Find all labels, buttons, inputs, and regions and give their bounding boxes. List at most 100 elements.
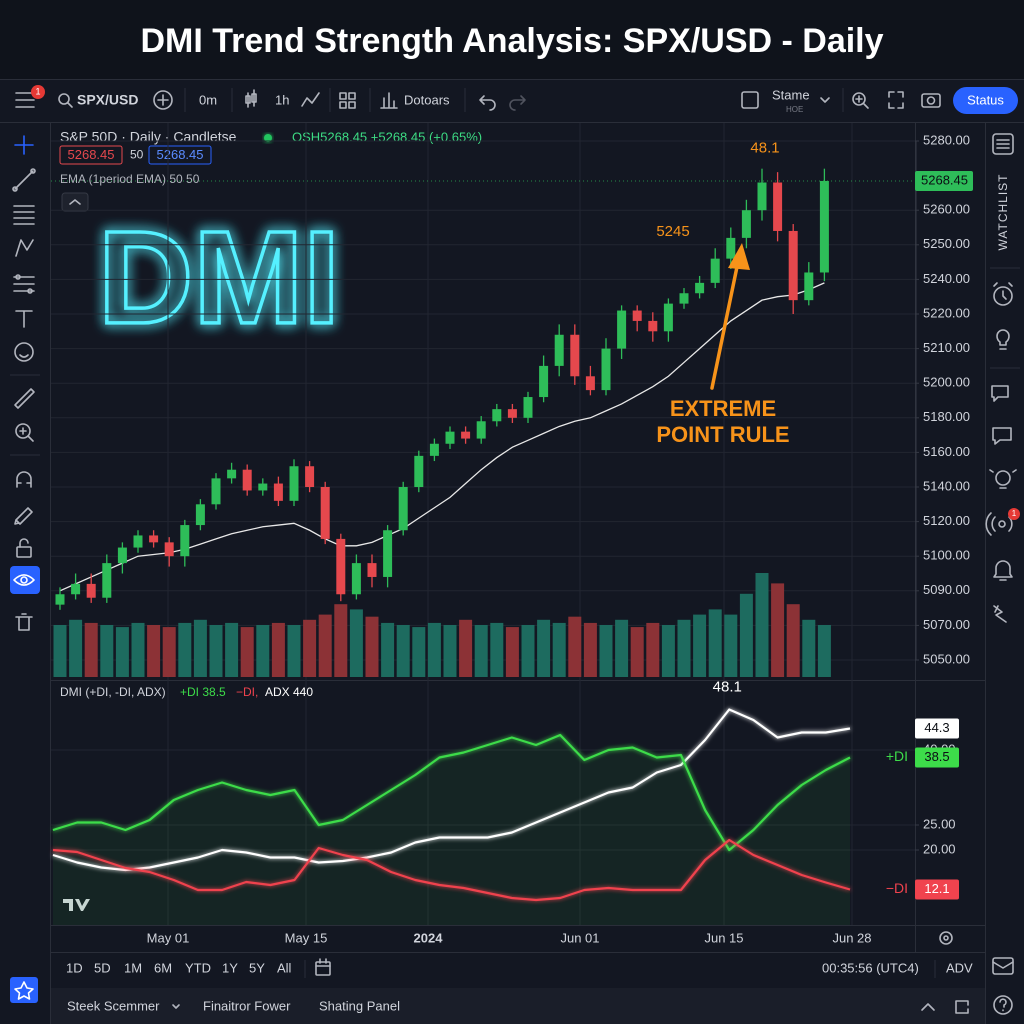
watchlist-icon-part[interactable] (992, 133, 1014, 155)
streams-icon[interactable] (985, 508, 1020, 536)
trendline-tool[interactable] (12, 168, 36, 192)
redo[interactable] (509, 95, 526, 111)
streams-icon-part[interactable] (998, 520, 1006, 528)
projection-tool-part[interactable] (27, 288, 33, 294)
add-symbol-part[interactable] (153, 90, 173, 110)
alerts-icon-part[interactable] (993, 282, 1013, 300)
publish-icon-part[interactable] (992, 961, 1014, 969)
layout-grid-part[interactable] (348, 92, 356, 100)
delete-tool-part[interactable] (15, 613, 33, 631)
symbol[interactable]: SPX/USD (77, 92, 138, 108)
panel-collapse-part[interactable] (921, 1003, 935, 1011)
watchlist-icon-part[interactable] (996, 139, 1010, 149)
favorites[interactable] (10, 977, 38, 1003)
add-symbol-part[interactable] (157, 94, 169, 106)
delete-tool[interactable] (15, 613, 33, 631)
watchlist-label[interactable]: WATCHLIST (996, 174, 1010, 251)
projection-tool-part[interactable] (15, 274, 21, 280)
chat-icon-part[interactable] (991, 385, 1009, 402)
date-range-icon[interactable] (315, 958, 331, 976)
visibility-tool-part[interactable] (10, 566, 40, 594)
projection-tool[interactable] (13, 274, 35, 294)
legend-collapse-part[interactable] (69, 199, 81, 205)
trendline-tool-part[interactable] (14, 170, 34, 190)
zoom-part[interactable] (852, 92, 866, 106)
zoom[interactable] (852, 92, 869, 109)
axis-settings-part[interactable] (943, 935, 949, 941)
crosshair-tool[interactable] (14, 135, 34, 155)
timeframe[interactable]: 1h (275, 92, 289, 107)
watchlist-icon[interactable] (992, 133, 1014, 155)
visibility-tool[interactable] (10, 566, 40, 594)
status-button[interactable] (953, 87, 1018, 114)
panel-tab[interactable]: Shating Panel (319, 998, 400, 1013)
screenshot-part[interactable] (921, 93, 941, 108)
period-button[interactable]: 5Y (249, 960, 265, 975)
alerts-icon-part[interactable] (993, 286, 1013, 306)
trendline-tool-part[interactable] (12, 186, 18, 192)
magnet-tool[interactable] (16, 471, 32, 488)
measure-tool-part[interactable] (14, 388, 35, 409)
calendar-icon[interactable] (993, 605, 1007, 623)
help-icon-part[interactable] (993, 995, 1013, 1015)
menu-button-part[interactable] (31, 85, 45, 99)
undo-part[interactable] (479, 95, 496, 111)
indicators-icon-part[interactable] (380, 92, 398, 109)
help-icon[interactable] (993, 995, 1013, 1015)
menu-button[interactable] (15, 85, 45, 108)
lock-tool-part[interactable] (16, 546, 32, 558)
period-button[interactable]: 6M (154, 960, 172, 975)
zoom-tool-part[interactable] (19, 427, 34, 442)
panel-collapse[interactable] (921, 1003, 935, 1011)
symbol-search-part[interactable] (67, 102, 73, 108)
symbol-search[interactable] (58, 93, 73, 108)
hints-icon-part[interactable] (995, 470, 1011, 486)
fullscreen-part[interactable] (888, 91, 904, 109)
pattern-tool[interactable] (15, 239, 34, 257)
visibility-tool-part[interactable] (13, 574, 35, 586)
publish-icon-part[interactable] (992, 957, 1014, 975)
layout-grid-part[interactable] (348, 101, 356, 109)
period-button[interactable]: 1D (66, 960, 83, 975)
status-label[interactable]: Status (967, 92, 1004, 107)
notifications-icon[interactable] (993, 560, 1013, 581)
messages-icon[interactable] (992, 427, 1012, 445)
panel-tab[interactable]: Finaitror Fower (203, 998, 291, 1013)
chart-type-part[interactable] (245, 95, 251, 104)
messages-icon-part[interactable] (992, 427, 1012, 445)
hints-icon-part[interactable] (989, 469, 1017, 489)
alerts-icon[interactable] (993, 282, 1013, 306)
period-button[interactable]: 1Y (222, 960, 238, 975)
streams-icon-part[interactable] (1008, 508, 1020, 520)
stay-drawing[interactable] (14, 507, 33, 525)
pattern-tool-part[interactable] (15, 239, 34, 257)
lock-tool-part[interactable] (19, 538, 29, 548)
ideas-icon-part[interactable] (996, 329, 1010, 350)
visibility-tool-part[interactable] (20, 576, 28, 584)
redo-part[interactable] (509, 95, 526, 111)
ideas-icon[interactable] (996, 329, 1010, 350)
favorites-part[interactable] (10, 977, 38, 1003)
menu-button-part[interactable] (15, 92, 35, 108)
layout-checkbox-part[interactable] (741, 91, 759, 109)
line-tool[interactable] (301, 92, 320, 107)
fib-tool[interactable] (13, 205, 35, 225)
lock-tool[interactable] (16, 538, 32, 558)
fullscreen[interactable] (888, 91, 904, 109)
adjust-button[interactable]: ADV (946, 960, 973, 975)
period-button[interactable]: YTD (185, 960, 211, 975)
panel-tab[interactable]: Steek Scemmer (67, 998, 160, 1013)
indicators-icon[interactable] (380, 92, 398, 109)
date-range-icon-part[interactable] (315, 958, 331, 967)
stay-drawing-part[interactable] (14, 507, 33, 525)
calendar-icon-part[interactable] (993, 605, 1007, 623)
panel-maximize[interactable] (955, 1000, 969, 1014)
date-range-icon-part[interactable] (315, 961, 331, 976)
panel-maximize-part[interactable] (955, 1000, 969, 1014)
legend-collapse-part[interactable] (61, 192, 89, 212)
layout-name[interactable]: Stame (772, 87, 810, 102)
undo[interactable] (479, 95, 496, 111)
favorites-part[interactable] (14, 981, 34, 1000)
line-tool-part[interactable] (301, 92, 320, 107)
screenshot-part[interactable] (926, 96, 936, 105)
